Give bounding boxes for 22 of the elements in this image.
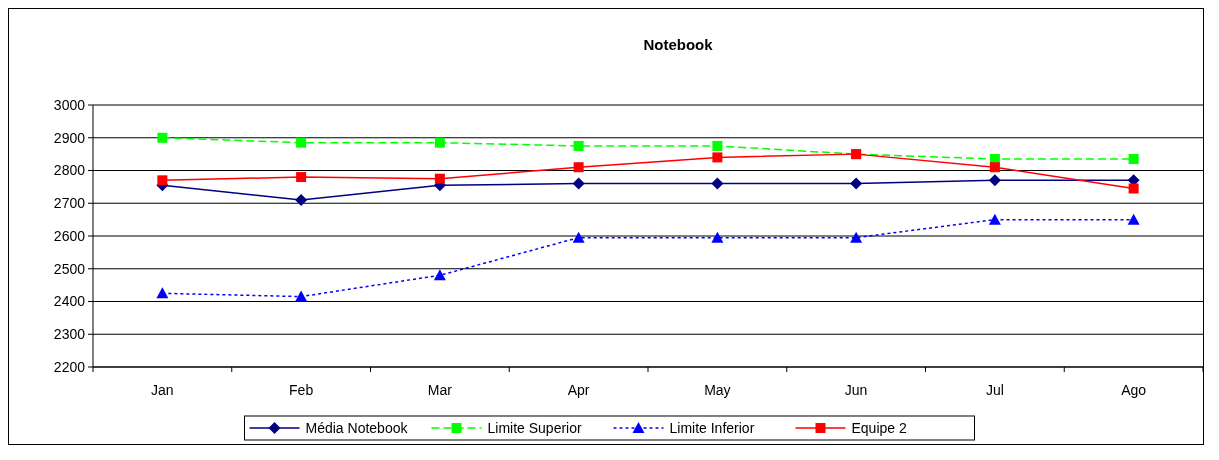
x-tick-label: Ago <box>1121 382 1147 398</box>
x-tick-label: Feb <box>289 382 314 398</box>
y-tick-label: 2500 <box>53 260 86 277</box>
legend-label: Limite Inferior <box>669 419 755 436</box>
x-tick-label: Mar <box>427 382 453 398</box>
legend-label: Equipe 2 <box>851 419 907 436</box>
legend-label: Limite Superior <box>487 419 582 436</box>
x-tick-label: Jul <box>985 382 1004 398</box>
y-tick-label: 2800 <box>53 162 86 179</box>
y-tick-label: 2900 <box>53 129 86 146</box>
x-tick-label: May <box>704 382 731 398</box>
x-tick-label: Apr <box>567 382 590 398</box>
y-tick-label: 2600 <box>53 227 86 244</box>
y-tick-label: 2200 <box>53 358 86 375</box>
y-tick-label: 2700 <box>53 195 86 212</box>
y-tick-label: 3000 <box>53 96 86 113</box>
chart-title: Notebook <box>643 36 714 53</box>
y-tick-label: 2400 <box>53 293 86 310</box>
x-tick-label: Jan <box>151 382 174 398</box>
legend-label: Média Notebook <box>305 419 409 436</box>
y-tick-label: 2300 <box>53 326 86 343</box>
x-tick-label: Jun <box>844 382 868 398</box>
